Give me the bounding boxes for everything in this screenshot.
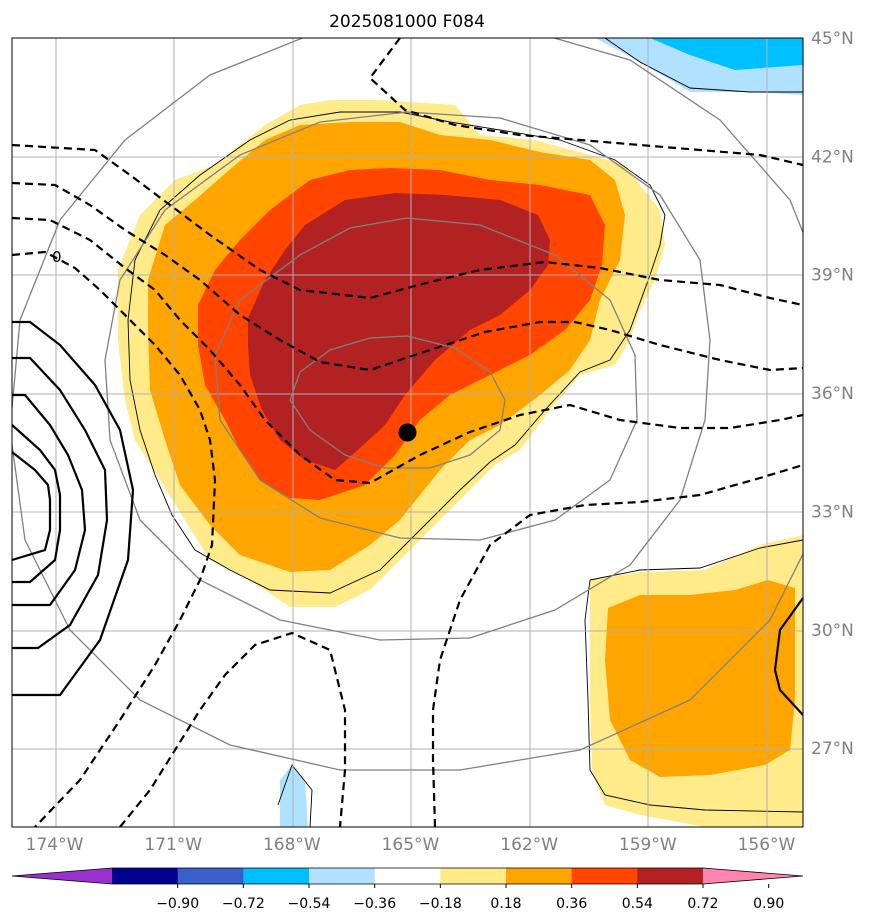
colorbar-tick-label: −0.54 xyxy=(288,896,331,912)
contour-label-zero: 0 xyxy=(52,248,62,266)
colorbar-tick-label: −0.72 xyxy=(222,896,265,912)
shade-0.72-0.90 xyxy=(248,193,550,470)
map-title: 2025081000 F084 xyxy=(329,12,485,32)
outline-contours xyxy=(127,38,803,827)
map-panel: 0 xyxy=(12,38,803,827)
colorbar-outline xyxy=(11,867,804,885)
colorbar-segment xyxy=(243,868,310,884)
shade-se-0.36-0.54 xyxy=(605,580,795,777)
colorbar-tick-label: 0.54 xyxy=(622,896,653,912)
colorbar-segment xyxy=(177,868,244,884)
shading-positive-main xyxy=(118,100,665,607)
lon-tick-label: 168°W xyxy=(263,835,321,855)
map-frame xyxy=(11,37,804,828)
lon-tick-label: 174°W xyxy=(26,835,84,855)
colorbar-tick-label: 0.36 xyxy=(556,896,587,912)
latitude-labels: 45°N 42°N 39°N 36°N 33°N 30°N 27°N xyxy=(811,29,854,759)
colorbar-tick-label: 0.72 xyxy=(687,896,718,912)
shading-positive-southeast xyxy=(590,535,803,827)
colorbar-tick-label: −0.36 xyxy=(353,896,396,912)
lon-tick-label: 162°W xyxy=(500,835,558,855)
range-rings xyxy=(12,38,803,771)
solid-contours xyxy=(12,320,803,716)
lat-tick-label: 45°N xyxy=(811,29,854,49)
colorbar-tick-label: 0.90 xyxy=(753,896,784,912)
colorbar-segment xyxy=(506,868,573,884)
colorbar-tick-label: −0.90 xyxy=(156,896,199,912)
colorbar-tick-label: 0.18 xyxy=(490,896,521,912)
colorbar: −0.90 −0.72 −0.54 −0.36 −0.18 0.18 0.36 0.54 0.7… xyxy=(11,867,804,912)
colorbar-segment xyxy=(112,868,179,884)
longitude-labels: 174°W 171°W 168°W 165°W 162°W 159°W 156°W xyxy=(26,835,796,855)
lat-tick-label: 30°N xyxy=(811,621,854,641)
lat-tick-label: 33°N xyxy=(811,502,854,522)
colorbar-segment xyxy=(440,868,507,884)
shade-ne-neg036 xyxy=(650,38,803,70)
colorbar-segment xyxy=(571,868,638,884)
colorbar-extend-high xyxy=(703,868,803,884)
lat-tick-label: 42°N xyxy=(811,147,854,167)
colorbar-extend-low xyxy=(12,868,112,884)
lon-tick-label: 165°W xyxy=(382,835,440,855)
storm-center-marker xyxy=(398,423,417,442)
lat-tick-label: 39°N xyxy=(811,266,854,286)
lat-tick-label: 36°N xyxy=(811,384,854,404)
colorbar-segment xyxy=(637,868,704,884)
lon-tick-label: 156°W xyxy=(738,835,796,855)
lon-tick-label: 159°W xyxy=(619,835,677,855)
lon-tick-label: 171°W xyxy=(144,835,202,855)
dashed-contours xyxy=(12,38,803,827)
lat-tick-label: 27°N xyxy=(811,739,854,759)
colorbar-segment xyxy=(309,868,376,884)
colorbar-tick-label: −0.18 xyxy=(419,896,462,912)
colorbar-segment xyxy=(374,868,441,884)
